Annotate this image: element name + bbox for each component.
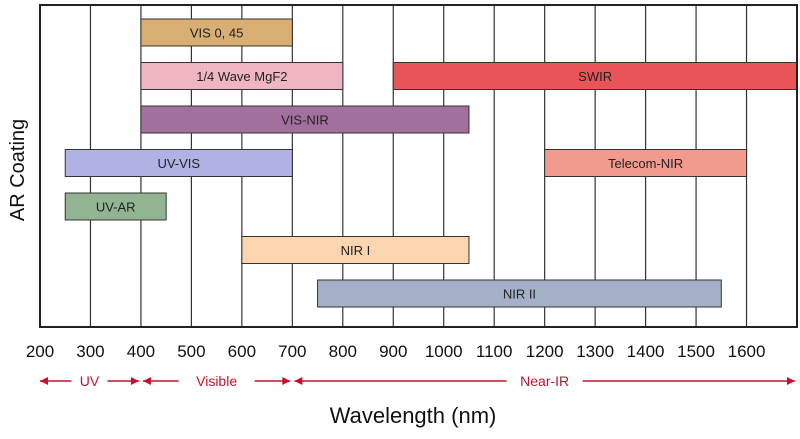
x-tick-labels: 200 300 400 500 600 700 800 900 1000 1100 1200 1300… xyxy=(26,342,766,361)
bar-uv-ar xyxy=(64,192,167,221)
x-tick-1400: 1400 xyxy=(627,342,665,361)
region-arrow-near-ir-end xyxy=(787,377,795,385)
x-tick-800: 800 xyxy=(329,342,357,361)
bar-label-uv-ar: UV-AR xyxy=(96,200,136,215)
bar-label-uv-vis: UV-VIS xyxy=(157,156,200,171)
region-arrow-uv-end xyxy=(130,377,139,385)
bar-nir-i xyxy=(241,236,470,264)
x-tick-1100: 1100 xyxy=(476,342,513,361)
x-tick-200: 200 xyxy=(26,342,54,361)
region-arrow-visible-end xyxy=(282,377,291,385)
x-tick-1600: 1600 xyxy=(728,342,766,361)
region-label-near-ir: Near-IR xyxy=(520,373,569,389)
bar-label-telecom-nir: Telecom-NIR xyxy=(608,156,683,171)
bar-telecom-nir xyxy=(544,149,748,177)
plot-frame xyxy=(39,4,798,328)
y-axis-label: AR Coating xyxy=(7,119,29,221)
x-tick-1000: 1000 xyxy=(425,342,463,361)
bar-uv-vis xyxy=(64,149,293,177)
x-axis-label: Wavelength (nm) xyxy=(330,403,497,428)
x-tick-1300: 1300 xyxy=(576,342,614,361)
bar-label-1-4-wave-mgf2: 1/4 Wave MgF2 xyxy=(196,69,287,84)
bar-vis-nir xyxy=(140,105,470,134)
x-tick-300: 300 xyxy=(76,342,104,361)
bar-label-vis-nir: VIS-NIR xyxy=(281,113,329,128)
bar-vis-0-45 xyxy=(140,18,293,47)
region-label-visible: Visible xyxy=(196,373,237,389)
region-label-uv: UV xyxy=(80,373,100,389)
region-arrow-visible-start xyxy=(142,377,151,385)
region-arrow-uv-start xyxy=(40,377,48,385)
x-tick-700: 700 xyxy=(278,342,306,361)
x-tick-600: 600 xyxy=(228,342,256,361)
x-tick-900: 900 xyxy=(379,342,407,361)
region-arrow-near-ir-start xyxy=(294,377,303,385)
x-tick-500: 500 xyxy=(177,342,205,361)
bar-label-swir: SWIR xyxy=(578,69,612,84)
x-tick-1200: 1200 xyxy=(526,342,564,361)
x-tick-400: 400 xyxy=(127,342,155,361)
spectral-regions: UV Visible Near-IR xyxy=(40,373,795,389)
bar-1-4-wave-mgf2 xyxy=(140,62,344,90)
bar-nir-ii xyxy=(317,279,722,308)
bar-label-vis-0-45: VIS 0, 45 xyxy=(190,26,243,41)
x-tick-1500: 1500 xyxy=(677,342,715,361)
bar-label-nir-ii: NIR II xyxy=(503,287,536,302)
bar-label-nir-i: NIR I xyxy=(341,243,371,258)
bar-swir xyxy=(392,62,798,90)
coating-bars: VIS 0, 45 1/4 Wave MgF2 SWIR VIS-NIR UV-VIS T… xyxy=(64,18,798,308)
